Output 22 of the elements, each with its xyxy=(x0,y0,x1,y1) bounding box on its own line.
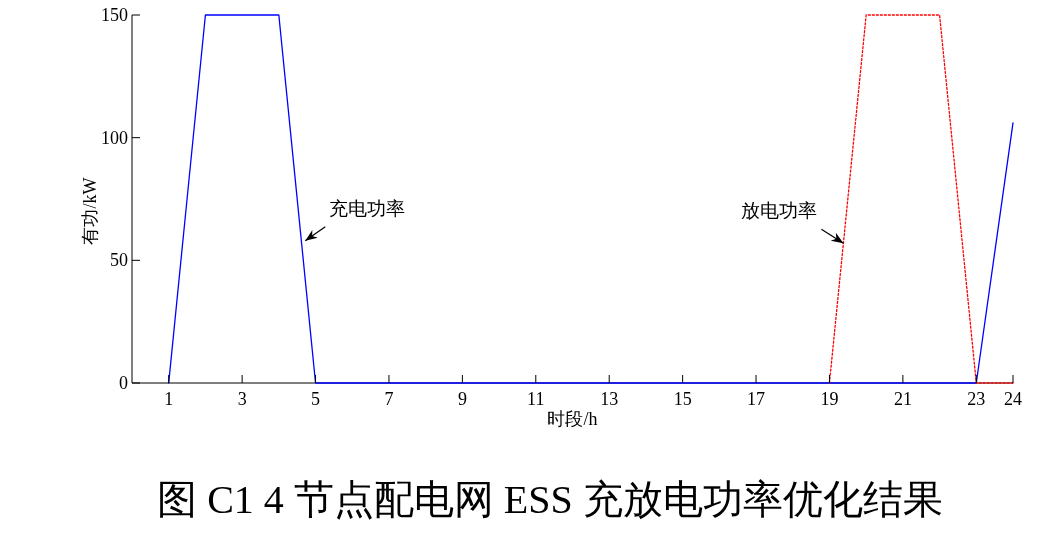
x-tick-label: 21 xyxy=(893,389,912,409)
x-tick-label: 5 xyxy=(311,389,321,409)
x-tick-label: 1 xyxy=(164,389,174,409)
y-tick-label: 50 xyxy=(110,250,128,271)
x-tick-label: 19 xyxy=(820,389,839,409)
x-tick-label: 24 xyxy=(1004,389,1022,409)
annotation: 充电功率 xyxy=(329,197,406,219)
x-tick-label: 13 xyxy=(600,389,619,409)
x-tick-label: 11 xyxy=(527,389,545,409)
annotation: 放电功率 xyxy=(741,200,818,222)
x-tick-label: 17 xyxy=(747,389,766,409)
x-tick-label: 3 xyxy=(237,389,247,409)
y-tick-label: 150 xyxy=(101,5,128,25)
y-axis-title: 有功/kW xyxy=(80,177,100,245)
x-tick-label: 15 xyxy=(673,389,692,409)
x-tick-label: 7 xyxy=(384,389,394,409)
text: 图 C1 4 节点配电网 ESS 充放电功率优化结果 xyxy=(157,477,943,522)
x-tick-label: 9 xyxy=(457,389,467,409)
x-tick-label: 23 xyxy=(967,389,986,409)
x-axis-title: 时段/h xyxy=(547,409,598,429)
y-tick-label: 0 xyxy=(119,373,128,393)
y-tick-label: 100 xyxy=(101,127,128,148)
